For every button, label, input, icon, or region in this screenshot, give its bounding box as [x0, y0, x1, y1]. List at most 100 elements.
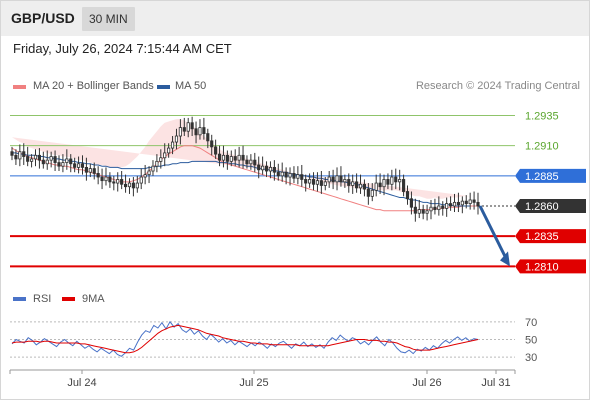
candle-body — [343, 179, 347, 183]
candle-body — [33, 154, 38, 160]
candle-body — [296, 174, 300, 179]
candle-body — [264, 165, 269, 172]
candle-body — [272, 166, 276, 173]
candle-body — [276, 171, 280, 177]
candle-body — [464, 200, 468, 204]
rsi-legend-swatch — [13, 297, 26, 301]
candle-body — [261, 165, 265, 171]
candle-body — [159, 157, 163, 162]
candle-body — [308, 179, 312, 184]
candle-body — [18, 151, 22, 160]
candle-body — [390, 176, 394, 185]
candle-body — [351, 181, 355, 186]
candle-body — [382, 179, 386, 188]
candle-body — [311, 179, 316, 185]
candle-body — [409, 198, 414, 208]
candle-body — [237, 154, 241, 161]
candle-body — [112, 181, 116, 184]
candle-body — [417, 209, 421, 214]
current-price-label: 1.2860 — [525, 201, 559, 213]
forecast-arrow-shaft — [478, 205, 508, 259]
rsi-tick-30: 30 — [525, 352, 537, 364]
candle-body — [249, 159, 253, 165]
candle-body — [292, 173, 296, 179]
current-price-tag — [515, 198, 586, 213]
x-tick-label-jul-25: Jul 25 — [239, 377, 268, 389]
candle-body — [460, 200, 464, 206]
forecast-arrow-head — [500, 251, 510, 267]
ma20-legend-swatch — [13, 85, 26, 89]
candle-body — [433, 206, 437, 211]
candle-body — [131, 182, 135, 189]
candle-body — [26, 156, 30, 162]
candle-body — [429, 206, 433, 212]
candle-body — [143, 174, 147, 178]
candle-body — [22, 151, 26, 157]
candle-body — [104, 176, 108, 182]
candle-body — [413, 206, 417, 214]
candle-body — [300, 174, 304, 180]
candle-body — [421, 209, 425, 214]
candle-body — [241, 154, 245, 161]
candle-body — [163, 152, 167, 159]
candle-body — [155, 160, 159, 167]
x-tick-label-jul-26: Jul 26 — [412, 377, 441, 389]
candle-body — [202, 127, 206, 135]
candle-body — [284, 171, 288, 178]
candle-body — [257, 164, 261, 171]
candle-body — [445, 203, 449, 209]
candle-body — [186, 122, 190, 132]
timeframe-button[interactable]: 30 MIN — [82, 7, 135, 31]
candle-body — [198, 127, 202, 136]
candle-body — [206, 133, 210, 142]
candle-body — [358, 183, 363, 189]
candle-body — [233, 156, 237, 161]
candle-body — [366, 188, 370, 197]
candle-body — [190, 122, 194, 130]
candle-body — [468, 199, 472, 204]
candle-body — [456, 201, 460, 206]
candle-body — [225, 154, 229, 162]
candle-body — [108, 176, 112, 183]
candle-body — [268, 166, 273, 172]
candle-body — [45, 159, 49, 165]
candle-body — [327, 176, 331, 183]
candle-body — [398, 179, 402, 183]
candle-body — [49, 156, 53, 161]
level-tag-1.2835 — [515, 229, 586, 244]
candle-body — [355, 181, 359, 189]
candle-body — [14, 154, 18, 160]
rsi-legend-label: RSI — [33, 293, 52, 305]
level-label-1.2885: 1.2885 — [525, 171, 559, 183]
ma50-legend-swatch — [157, 85, 170, 89]
candle-body — [135, 182, 139, 189]
candle-body — [139, 176, 143, 184]
candle-body — [80, 163, 85, 168]
rsi-tick-70: 70 — [525, 317, 537, 329]
candle-body — [96, 173, 100, 178]
candle-body — [362, 183, 367, 190]
candle-body — [452, 201, 457, 207]
candle-body — [280, 171, 284, 177]
candle-body — [84, 166, 88, 173]
candle-body — [245, 159, 249, 165]
candle-body — [335, 175, 339, 183]
level-label-1.2835: 1.2835 — [525, 231, 559, 243]
candle-body — [347, 179, 351, 186]
candle-body — [386, 179, 390, 185]
candle-body — [331, 176, 335, 183]
candle-body — [182, 127, 186, 132]
level-label-1.2935: 1.2935 — [525, 111, 559, 123]
candle-body — [127, 182, 132, 188]
candle-body — [123, 183, 128, 188]
candles — [10, 116, 480, 222]
ma50-legend-label: MA 50 — [175, 80, 207, 92]
candle-body — [441, 205, 445, 209]
candle-body — [120, 179, 124, 185]
candle-body — [69, 158, 73, 165]
candle-body — [472, 199, 476, 203]
candle-body — [41, 159, 45, 165]
candle-body — [73, 163, 77, 168]
candle-body — [151, 165, 155, 172]
